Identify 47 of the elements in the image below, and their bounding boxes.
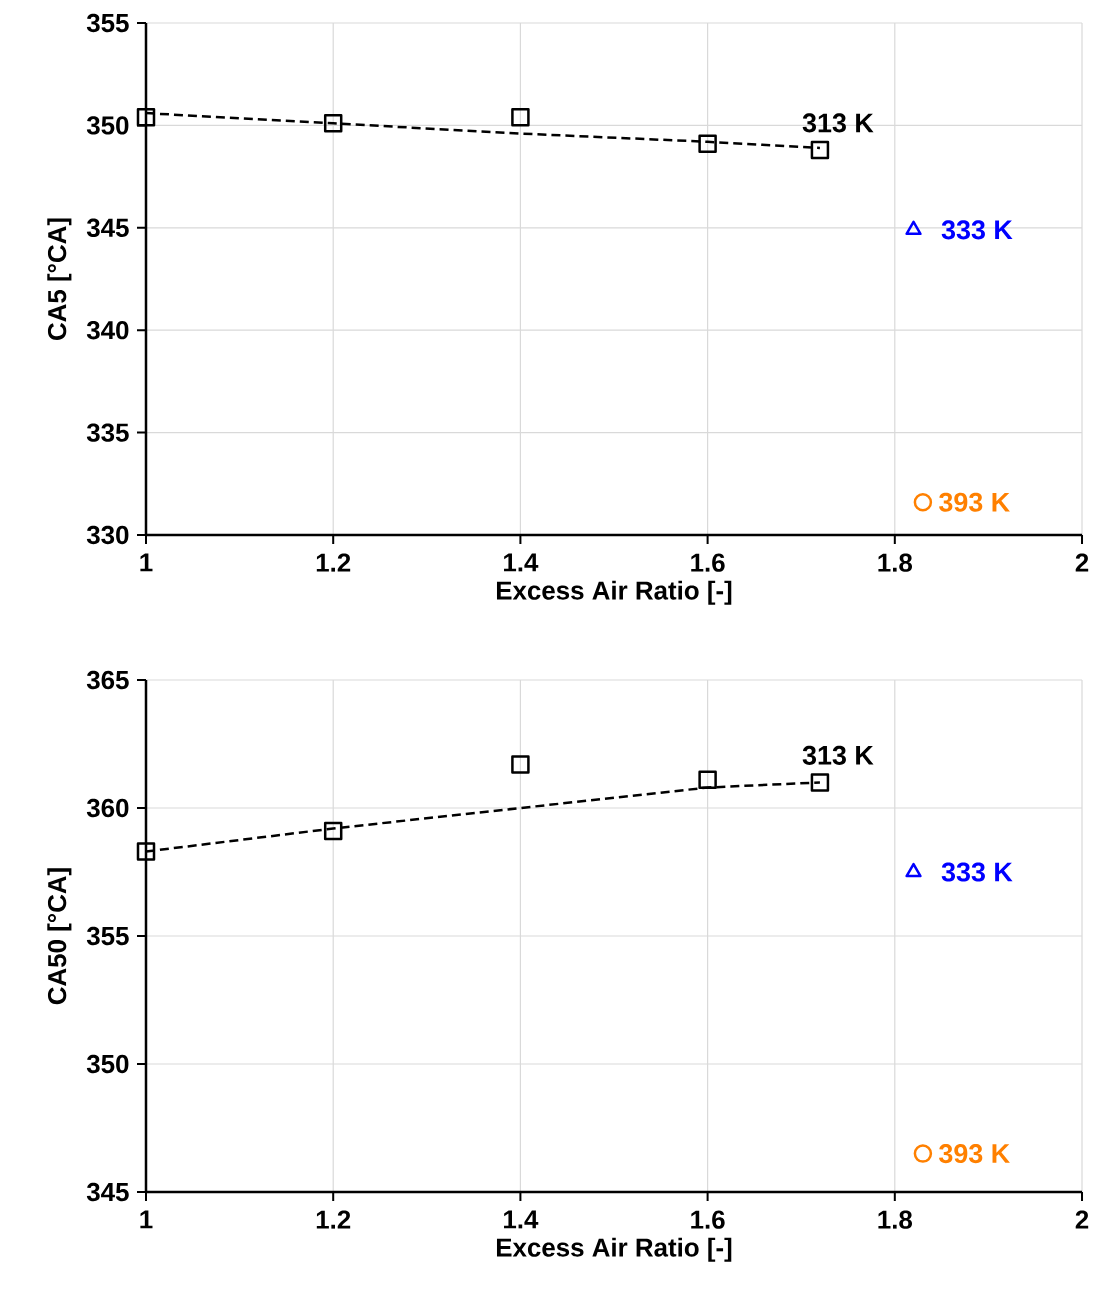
point bbox=[136, 107, 156, 127]
point bbox=[905, 220, 922, 236]
point bbox=[698, 134, 717, 154]
point bbox=[905, 862, 922, 878]
point bbox=[323, 821, 343, 841]
y-tick-label: 365 bbox=[86, 670, 129, 690]
y-tick-label: 355 bbox=[86, 926, 129, 946]
series-label: 393 K bbox=[939, 492, 1010, 512]
y-tick-label: 330 bbox=[86, 525, 129, 545]
x-tick-label: 1.6 bbox=[691, 1210, 725, 1229]
series-label: 313 K bbox=[802, 113, 874, 133]
series-label: 313 K bbox=[802, 745, 874, 765]
point bbox=[810, 773, 830, 792]
x-tick-label: 2 bbox=[1075, 1210, 1089, 1229]
y-tick-label: 345 bbox=[86, 1182, 129, 1202]
y-axis-title: CA5 [°CA] bbox=[47, 218, 72, 340]
series-label: 333 K bbox=[941, 220, 1013, 240]
y-tick-label: 335 bbox=[86, 423, 129, 442]
y-tick-label: 360 bbox=[86, 798, 129, 818]
x-axis-title: Excess Air Ratio [-] bbox=[496, 1237, 732, 1262]
point bbox=[511, 107, 530, 127]
point bbox=[913, 1144, 933, 1163]
x-tick-label: 1.4 bbox=[504, 553, 539, 572]
x-tick-label: 1.6 bbox=[691, 553, 725, 572]
x-tick-label: 1.2 bbox=[316, 553, 351, 572]
y-tick-label: 355 bbox=[86, 13, 129, 33]
y-tick-label: 345 bbox=[86, 218, 129, 237]
x-tick-label: 1.8 bbox=[878, 1210, 913, 1229]
x-tick-label: 1 bbox=[140, 553, 153, 572]
series-label: 393 K bbox=[939, 1144, 1010, 1164]
point bbox=[913, 492, 933, 512]
point bbox=[698, 770, 717, 790]
y-tick-label: 340 bbox=[86, 321, 129, 340]
series-label: 333 K bbox=[941, 862, 1013, 882]
point bbox=[810, 140, 830, 160]
x-axis-title: Excess Air Ratio [-] bbox=[496, 580, 732, 605]
x-tick-label: 1 bbox=[140, 1210, 153, 1229]
y-axis-title: CA50 [°CA] bbox=[47, 868, 72, 1005]
x-tick-label: 2 bbox=[1075, 553, 1089, 572]
x-tick-label: 1.2 bbox=[316, 1210, 351, 1229]
point bbox=[136, 842, 156, 861]
y-tick-label: 350 bbox=[86, 1054, 129, 1074]
point bbox=[323, 114, 343, 133]
x-tick-label: 1.8 bbox=[878, 553, 913, 572]
x-tick-label: 1.4 bbox=[504, 1210, 539, 1229]
y-tick-label: 350 bbox=[86, 116, 129, 135]
point bbox=[511, 755, 530, 774]
